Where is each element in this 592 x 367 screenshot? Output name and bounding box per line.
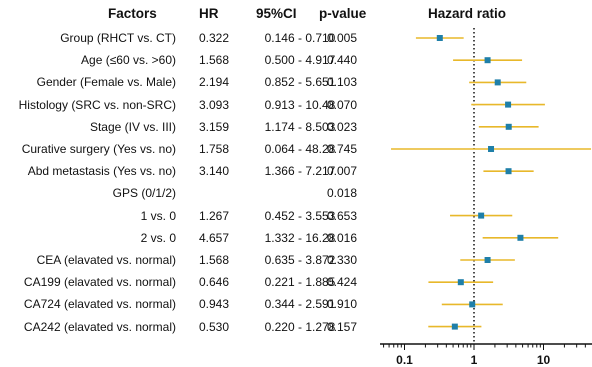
cell-factor: CA242 (elavated vs. normal): [23, 319, 176, 334]
hr-point: [484, 57, 491, 64]
cell-factor: GPS (0/1/2): [112, 186, 176, 201]
cell-ci: 0.146 - 0.710: [264, 31, 336, 45]
hr-point: [505, 101, 512, 108]
cell-hr: 4.657: [198, 230, 230, 245]
cell-hr: 0.646: [198, 275, 230, 290]
x-tick-label: 1: [471, 353, 478, 367]
cell-p: 0.653: [326, 208, 358, 223]
cell-p: 0.440: [326, 53, 358, 68]
cell-ci: 0.500 - 4.917: [264, 53, 336, 68]
header-hr: HR: [199, 6, 219, 21]
cell-hr: 0.943: [198, 297, 230, 312]
cell-hr: 1.267: [198, 208, 230, 223]
hr-point: [494, 79, 501, 86]
hr-point: [478, 212, 485, 219]
hr-point: [451, 323, 458, 330]
cell-hr: 1.568: [198, 53, 230, 68]
cell-factor: Histology (SRC vs. non-SRC): [18, 97, 176, 112]
hr-point: [517, 234, 524, 241]
cell-ci: 0.220 - 1.278: [264, 319, 336, 334]
cell-factor: Curative surgery (Yes vs. no): [21, 142, 176, 156]
hr-point: [457, 279, 464, 286]
cell-p: 0.745: [326, 142, 358, 156]
cell-hr: 3.159: [198, 119, 230, 134]
header-ci: 95%CI: [256, 6, 297, 21]
cell-p: 0.018: [326, 186, 358, 201]
cell-ci: 0.452 - 3.553: [264, 208, 336, 223]
cell-factor: Gender (Female vs. Male): [36, 75, 176, 90]
cell-ci: 1.174 - 8.503: [264, 119, 336, 134]
cell-p: 0.103: [326, 75, 358, 90]
cell-factor: CA199 (elavated vs. normal): [23, 275, 176, 290]
cell-ci: 0.344 - 2.591: [264, 297, 336, 312]
cell-factor: 1 vs. 0: [140, 208, 176, 223]
cell-hr: 1.568: [198, 253, 230, 267]
cell-p: 0.424: [326, 275, 358, 290]
cell-p: 0.023: [326, 119, 358, 134]
cell-ci: 1.366 - 7.217: [264, 164, 336, 179]
hr-point: [484, 257, 491, 263]
cell-factor: CEA (elavated vs. normal): [36, 253, 176, 267]
cell-p: 0.005: [326, 31, 358, 45]
cell-hr: 2.194: [198, 75, 230, 90]
cell-p: 0.007: [326, 164, 358, 179]
hr-point: [488, 146, 495, 152]
cell-p: 0.157: [326, 319, 358, 334]
header-pvalue: p-value: [319, 6, 367, 21]
hr-point: [436, 35, 443, 41]
cell-hr: 1.758: [198, 142, 230, 156]
cell-factor: Abd metastasis (Yes vs. no): [27, 164, 176, 179]
cell-ci: 0.852 - 5.651: [264, 75, 336, 90]
cell-p: 0.330: [326, 253, 358, 267]
cell-ci: 0.064 - 48.28: [264, 142, 336, 156]
cell-factor: Group (RHCT vs. CT): [60, 31, 176, 45]
cell-p: 0.070: [326, 97, 358, 112]
chart-title: Hazard ratio: [428, 6, 507, 21]
x-tick-label: 0.1: [396, 353, 413, 367]
cell-ci: 0.635 - 3.872: [264, 253, 336, 267]
cell-hr: 3.140: [198, 164, 230, 179]
cell-hr: 3.093: [198, 97, 230, 112]
cell-factor: Age (≤60 vs. >60): [81, 53, 176, 68]
hr-point: [505, 168, 512, 175]
cell-ci: 0.913 - 10.48: [264, 97, 336, 112]
cell-ci: 0.221 - 1.885: [264, 275, 336, 290]
cell-factor: CA724 (elavated vs. normal): [23, 297, 176, 312]
header-factors: Factors: [108, 6, 157, 21]
cell-p: 0.016: [326, 230, 358, 245]
hr-point: [469, 301, 476, 308]
hr-point: [505, 123, 512, 130]
x-tick-label: 10: [537, 353, 551, 367]
cell-factor: 2 vs. 0: [140, 230, 176, 245]
cell-ci: 1.332 - 16.28: [264, 230, 336, 245]
cell-hr: 0.530: [198, 319, 230, 334]
cell-factor: Stage (IV vs. III): [89, 119, 176, 134]
cell-p: 0.910: [326, 297, 358, 312]
cell-hr: 0.322: [198, 31, 230, 45]
